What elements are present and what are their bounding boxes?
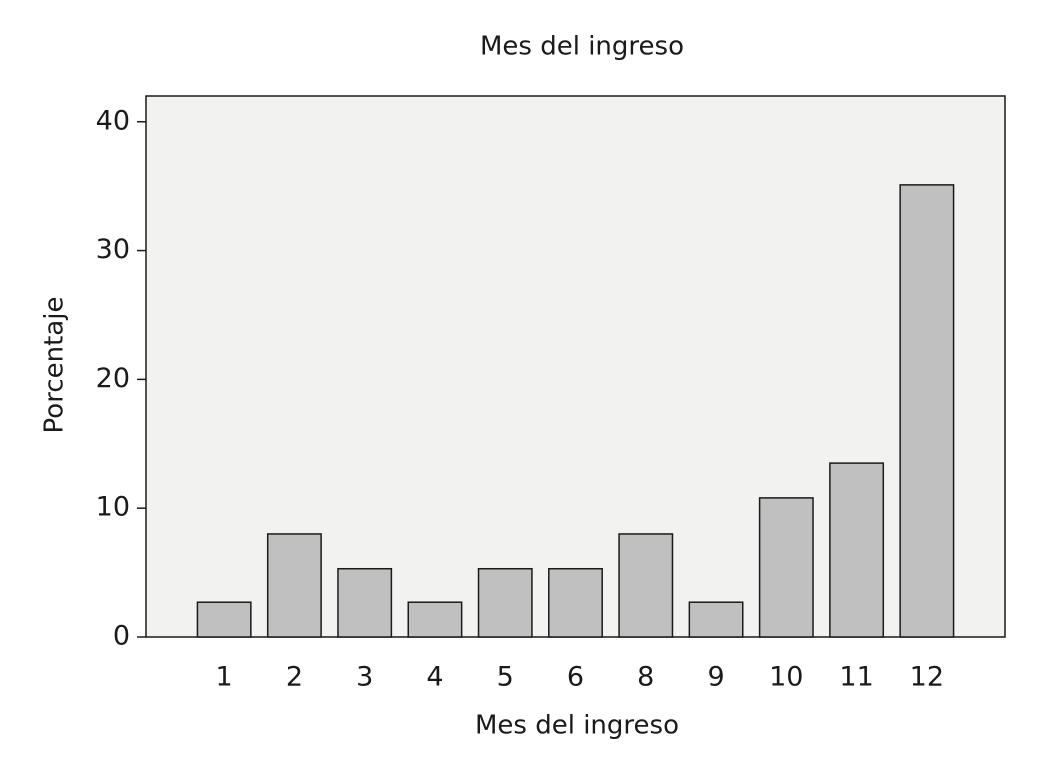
bar bbox=[899, 184, 955, 638]
x-axis-label: Mes del ingreso bbox=[475, 711, 679, 741]
bar bbox=[407, 601, 463, 638]
y-tick-label: 10 bbox=[96, 492, 130, 523]
bar bbox=[337, 567, 393, 638]
bar bbox=[688, 601, 744, 638]
x-tick-label: 8 bbox=[637, 662, 654, 693]
x-tick-label: 4 bbox=[426, 662, 443, 693]
y-tick-label: 40 bbox=[96, 105, 130, 136]
y-tick-label: 20 bbox=[96, 363, 130, 394]
x-tick-label: 1 bbox=[216, 662, 233, 693]
bar bbox=[477, 567, 533, 638]
x-tick-label: 6 bbox=[567, 662, 584, 693]
x-tick-label: 10 bbox=[769, 662, 803, 693]
x-tick-label: 5 bbox=[497, 662, 514, 693]
bar bbox=[196, 601, 252, 638]
x-tick-label: 9 bbox=[707, 662, 724, 693]
y-tick-label: 0 bbox=[113, 621, 130, 652]
y-tick-label: 30 bbox=[96, 234, 130, 265]
bar bbox=[266, 533, 322, 638]
x-tick-label: 2 bbox=[286, 662, 303, 693]
bar bbox=[829, 462, 885, 638]
bar bbox=[758, 497, 814, 638]
x-tick-label: 3 bbox=[356, 662, 373, 693]
x-tick-label: 11 bbox=[839, 662, 873, 693]
chart-title: Mes del ingreso bbox=[480, 32, 684, 62]
y-axis-label: Porcentaje bbox=[40, 297, 70, 434]
bar bbox=[618, 533, 674, 638]
bar bbox=[548, 567, 603, 638]
x-tick-label: 12 bbox=[910, 662, 944, 693]
